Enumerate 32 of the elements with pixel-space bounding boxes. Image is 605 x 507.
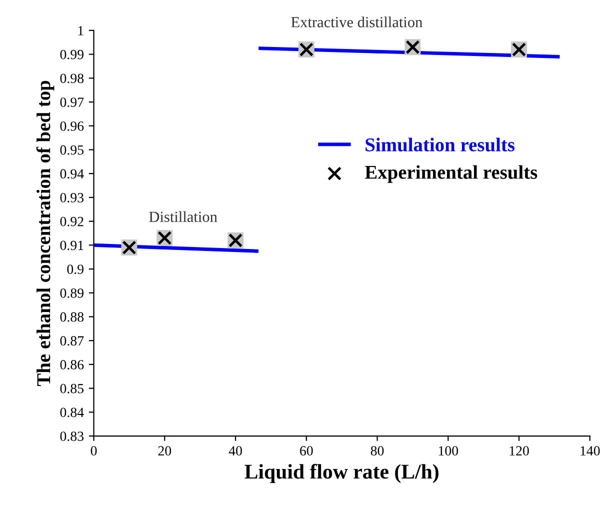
x-tick-label: 40 — [228, 446, 242, 456]
y-tick-label: 0.97 — [60, 98, 84, 108]
y-tick-label: 0.93 — [60, 193, 84, 202]
x-tick-label: 140 — [580, 446, 600, 456]
x-tick-label: 100 — [438, 446, 458, 456]
y-tick-label: 0.85 — [60, 384, 84, 394]
text: Extractive distillation — [291, 16, 422, 28]
x-tick-label: 0 — [90, 446, 97, 456]
y-tick-label: 0.91 — [60, 240, 84, 250]
x-tick-label: 60 — [300, 446, 313, 456]
y-tick-label: 0.87 — [60, 336, 84, 346]
x-tick-label: 20 — [158, 446, 172, 456]
legend-label: Experimental results — [364, 165, 538, 183]
x-axis-title: Liquid flow rate (L/h) — [244, 464, 438, 483]
y-tick-label: 0.98 — [60, 74, 84, 84]
x-tick-label: 120 — [510, 446, 529, 456]
y-axis-title: The ethanol concentration of bed top — [36, 80, 54, 386]
y-tick-label: 0.88 — [60, 312, 84, 322]
y-tick-label: 0.99 — [60, 50, 84, 60]
y-tick-label: 0.92 — [60, 216, 84, 226]
y-tick-label: 0.84 — [60, 408, 84, 418]
y-tick-label: 0.89 — [60, 288, 84, 298]
y-tick-label: 0.9 — [67, 264, 84, 274]
y-tick-label: 0.86 — [60, 360, 84, 370]
y-tick-label: 0.95 — [60, 145, 84, 155]
annotation: Distillation — [149, 211, 218, 222]
y-tick-label: 0.96 — [60, 121, 84, 131]
y-tick-label: 0.94 — [60, 169, 84, 179]
x-tick-label: 80 — [370, 446, 384, 456]
y-tick-label: 0.83 — [60, 432, 84, 442]
y-tick-label: 1 — [78, 26, 84, 36]
legend-label: Simulation results — [366, 138, 515, 152]
